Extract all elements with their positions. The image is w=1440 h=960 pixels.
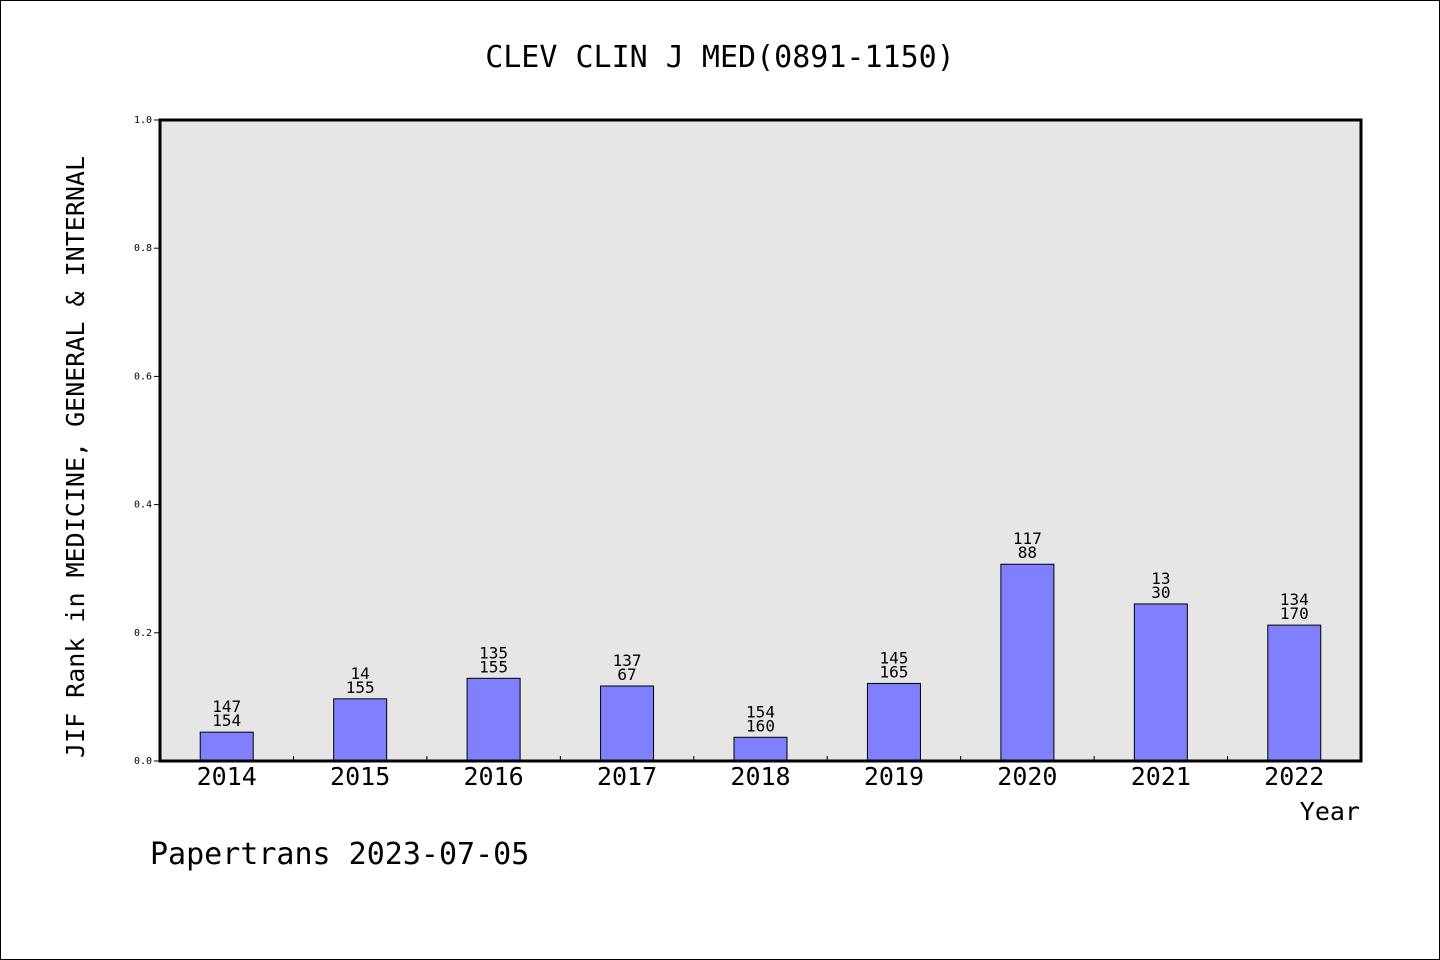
y-tick-label: 0.8: [134, 243, 152, 254]
x-tick-label-2021: 2021: [1131, 762, 1191, 791]
y-axis-label: JIF Rank in MEDICINE, GENERAL & INTERNAL: [61, 156, 90, 758]
bar-label-bottom-2019: 165: [879, 662, 908, 681]
bar-2017: [600, 685, 655, 762]
bar-label-bottom-2022: 170: [1280, 604, 1309, 623]
bar-label-top-2018: 154: [746, 702, 775, 721]
chart-title: CLEV CLIN J MED(0891-1150): [485, 40, 955, 75]
y-tick-label: 0.2: [134, 628, 152, 639]
bar-label-bottom-2018: 160: [746, 716, 775, 735]
bar-label-top-2019: 145: [879, 648, 908, 667]
bar-label-bottom-2020: 88: [1018, 543, 1037, 562]
bar-2016: [466, 677, 521, 762]
y-ticks-group: 0.0 0.2 0.4 0.6 0.8 1.0: [134, 115, 160, 767]
bar-label-top-2015: 14: [351, 664, 370, 683]
bar-2019: [866, 682, 921, 762]
bar-2018: [733, 736, 788, 762]
y-tick-label: 0.6: [134, 371, 152, 382]
plot-border: [158, 118, 1363, 763]
x-axis-label: Year: [1300, 797, 1360, 826]
bar-label-bottom-2015: 155: [346, 678, 375, 697]
bar-label-top-2016: 135: [479, 643, 508, 662]
x-tick-label-2016: 2016: [464, 762, 524, 791]
bar-label-bottom-2014: 154: [212, 711, 241, 730]
x-tick-label-2018: 2018: [730, 762, 790, 791]
bar-label-bottom-2016: 155: [479, 657, 508, 676]
y-tick-label: 0.0: [134, 756, 152, 767]
x-tick-label-2022: 2022: [1264, 762, 1324, 791]
bar-2022: [1267, 624, 1322, 762]
x-tick-label-2017: 2017: [597, 762, 657, 791]
bar-label-top-2021: 13: [1151, 569, 1170, 588]
x-ticks-group: 2014 2015 2016 2017 2018 2019 2020 2021 2022: [197, 756, 1324, 791]
x-tick-label-2014: 2014: [197, 762, 257, 791]
bar-label-top-2017: 137: [613, 651, 642, 670]
x-tick-label-2019: 2019: [864, 762, 924, 791]
bar-2020: [1000, 563, 1055, 762]
footer-text: Papertrans 2023-07-05: [150, 837, 529, 872]
bar-label-bottom-2021: 30: [1151, 583, 1170, 602]
x-tick-label-2020: 2020: [997, 762, 1057, 791]
bar-label-top-2020: 117: [1013, 529, 1042, 548]
bar-label-top-2014: 147: [212, 697, 241, 716]
y-tick-label: 0.4: [134, 500, 152, 511]
y-tick-label: 1.0: [134, 115, 152, 126]
bar-2015: [333, 698, 388, 762]
bar-2014: [199, 731, 254, 762]
bar-label-bottom-2017: 67: [617, 665, 636, 684]
x-tick-label-2015: 2015: [330, 762, 390, 791]
bars-group: [199, 563, 1322, 762]
bar-2021: [1133, 603, 1188, 762]
bar-label-top-2022: 134: [1280, 590, 1309, 609]
